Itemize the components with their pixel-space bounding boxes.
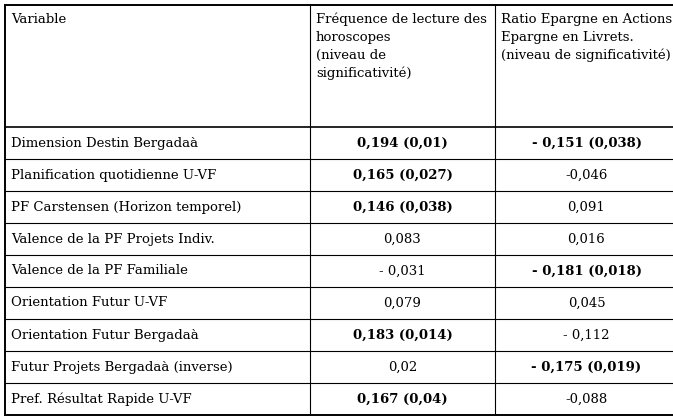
Text: Ratio Epargne en Actions /: Ratio Epargne en Actions / (501, 13, 673, 26)
Text: 0,091: 0,091 (567, 201, 606, 213)
Text: 0,146 (0,038): 0,146 (0,038) (353, 201, 452, 213)
Text: Futur Projets Bergadaà (inverse): Futur Projets Bergadaà (inverse) (11, 361, 233, 374)
Text: -0,088: -0,088 (565, 393, 608, 406)
Text: 0,183 (0,014): 0,183 (0,014) (353, 329, 452, 342)
Text: Dimension Destin Bergadaà: Dimension Destin Bergadaà (11, 136, 198, 149)
Text: - 0,181 (0,018): - 0,181 (0,018) (532, 265, 641, 277)
Text: Orientation Futur Bergadaà: Orientation Futur Bergadaà (11, 329, 199, 342)
Text: 0,083: 0,083 (384, 233, 421, 245)
Text: Epargne en Livrets.: Epargne en Livrets. (501, 31, 634, 44)
Text: Planification quotidienne U-VF: Planification quotidienne U-VF (11, 168, 216, 181)
Text: 0,02: 0,02 (388, 361, 417, 374)
Text: - 0,175 (0,019): - 0,175 (0,019) (532, 361, 641, 374)
Text: Pref. Résultat Rapide U-VF: Pref. Résultat Rapide U-VF (11, 392, 192, 406)
Text: 0,016: 0,016 (567, 233, 606, 245)
Text: Valence de la PF Familiale: Valence de la PF Familiale (11, 265, 188, 277)
Text: 0,165 (0,027): 0,165 (0,027) (353, 168, 452, 181)
Text: Variable: Variable (11, 13, 66, 26)
Text: 0,045: 0,045 (568, 297, 605, 310)
Text: - 0,031: - 0,031 (379, 265, 426, 277)
Text: 0,167 (0,04): 0,167 (0,04) (357, 393, 448, 406)
Text: (niveau de: (niveau de (316, 49, 386, 62)
Text: Fréquence de lecture des: Fréquence de lecture des (316, 13, 487, 27)
Text: -0,046: -0,046 (565, 168, 608, 181)
Text: (niveau de significativité): (niveau de significativité) (501, 49, 671, 62)
Text: Orientation Futur U-VF: Orientation Futur U-VF (11, 297, 168, 310)
Text: Valence de la PF Projets Indiv.: Valence de la PF Projets Indiv. (11, 233, 215, 245)
Text: significativité): significativité) (316, 67, 411, 81)
Text: - 0,112: - 0,112 (563, 329, 610, 342)
Text: 0,194 (0,01): 0,194 (0,01) (357, 136, 448, 149)
Text: - 0,151 (0,038): - 0,151 (0,038) (532, 136, 641, 149)
Text: PF Carstensen (Horizon temporel): PF Carstensen (Horizon temporel) (11, 201, 242, 213)
Text: 0,079: 0,079 (384, 297, 421, 310)
Text: horoscopes: horoscopes (316, 31, 392, 44)
